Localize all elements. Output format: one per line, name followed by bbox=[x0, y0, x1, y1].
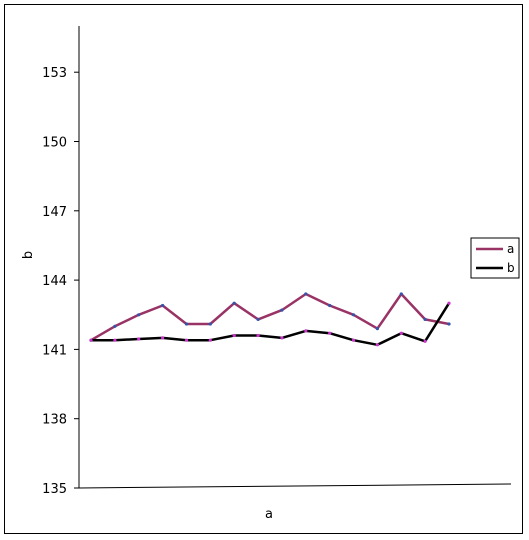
data-point-b bbox=[232, 333, 236, 338]
data-point-b bbox=[447, 301, 451, 305]
data-point-a bbox=[351, 313, 356, 317]
y-tick-label: 147 bbox=[42, 205, 67, 220]
data-point-a bbox=[399, 292, 403, 296]
data-point-a bbox=[184, 322, 189, 326]
data-point-b bbox=[208, 338, 212, 342]
series-line-a bbox=[90, 292, 450, 342]
legend-label-b: b bbox=[507, 261, 515, 275]
data-point-a bbox=[113, 324, 117, 328]
data-point-b bbox=[280, 336, 284, 340]
data-point-b bbox=[113, 338, 117, 342]
data-point-a bbox=[447, 322, 451, 326]
data-point-b bbox=[184, 338, 189, 342]
data-point-b bbox=[399, 331, 403, 335]
y-tick-label: 138 bbox=[42, 413, 67, 428]
legend-label-a: a bbox=[507, 242, 514, 256]
data-point-b bbox=[137, 337, 141, 341]
data-point-b bbox=[304, 329, 308, 333]
data-point-b bbox=[328, 331, 332, 335]
legend-items: ab bbox=[476, 242, 515, 275]
data-point-a bbox=[161, 303, 165, 308]
data-point-a bbox=[375, 327, 379, 331]
data-point-b bbox=[89, 338, 93, 342]
y-tick-label: 144 bbox=[42, 274, 67, 289]
legend: ab bbox=[470, 237, 520, 279]
x-axis-title: a bbox=[265, 507, 273, 522]
data-point-a bbox=[232, 301, 236, 305]
data-point-b bbox=[423, 339, 427, 343]
chart-frame bbox=[4, 4, 523, 534]
data-point-b bbox=[375, 343, 379, 347]
data-point-a bbox=[280, 308, 284, 312]
data-point-a bbox=[256, 317, 260, 321]
y-tick-label: 135 bbox=[42, 482, 67, 497]
y-tick-label: 150 bbox=[42, 136, 67, 151]
x-axis-line bbox=[78, 483, 512, 489]
data-point-a bbox=[423, 317, 427, 321]
y-tick-label: 141 bbox=[42, 343, 67, 358]
series-group bbox=[89, 292, 451, 347]
data-point-a bbox=[137, 313, 141, 317]
legend-box bbox=[470, 237, 520, 279]
y-ticks: 135 138 141 144 147 150 153 bbox=[42, 66, 79, 497]
data-point-b bbox=[161, 336, 165, 340]
series-line-b bbox=[91, 302, 451, 347]
data-point-b bbox=[351, 338, 356, 342]
y-tick-label: 153 bbox=[42, 66, 67, 81]
y-axis-title: b bbox=[21, 251, 36, 259]
data-point-a bbox=[328, 303, 332, 308]
data-point-a bbox=[208, 322, 212, 326]
data-point-a bbox=[304, 292, 308, 296]
data-point-b bbox=[256, 333, 260, 338]
